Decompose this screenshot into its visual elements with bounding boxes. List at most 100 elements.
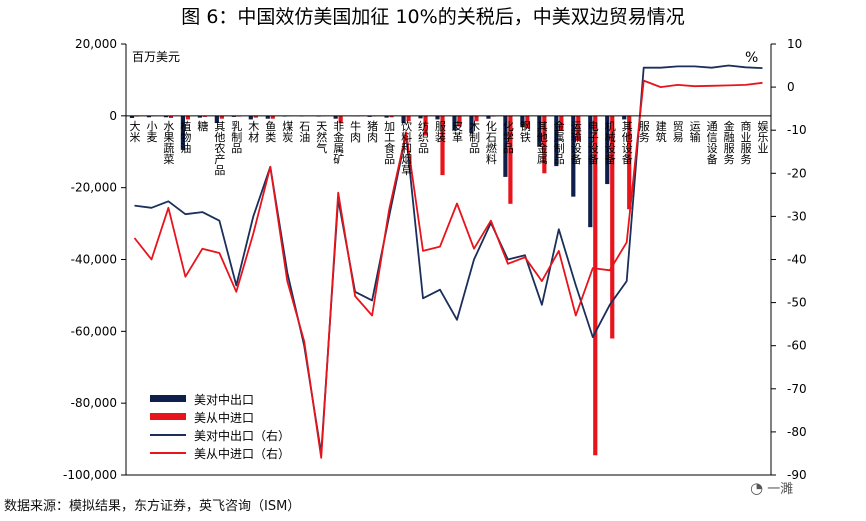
bar-import bbox=[525, 115, 530, 129]
bar-export bbox=[418, 115, 423, 119]
right-tick-label: -60 bbox=[787, 339, 807, 353]
bar-export bbox=[605, 115, 610, 185]
bar-export bbox=[163, 115, 169, 118]
left-tick-label: -40,000 bbox=[71, 253, 117, 267]
left-unit-label: 百万美元 bbox=[132, 50, 180, 64]
bar-export bbox=[197, 115, 202, 118]
bar-import bbox=[559, 115, 564, 131]
category-label: 乳制品 bbox=[231, 120, 242, 155]
left-tick-label: 20,000 bbox=[75, 37, 117, 51]
category-label: 皮革 bbox=[452, 120, 463, 144]
line-export-pct bbox=[134, 64, 763, 455]
chart-title: 图 6：中国效仿美国加征 10%的关税后，中美双边贸易情况 bbox=[181, 6, 685, 28]
watermark: ◔ 一濉 bbox=[750, 478, 793, 497]
category-label: 猪肉 bbox=[367, 120, 378, 144]
category-label: 其他金属 bbox=[537, 120, 548, 166]
left-tick-label: 0 bbox=[109, 109, 117, 123]
bar-import bbox=[474, 115, 479, 122]
bar-import bbox=[406, 115, 411, 122]
bar-import bbox=[440, 115, 445, 176]
category-label: 饮料和烟草 bbox=[401, 120, 412, 177]
category-label: 鱼类 bbox=[265, 119, 276, 144]
bar-export bbox=[146, 115, 152, 118]
bar-export bbox=[503, 115, 508, 177]
bar-import bbox=[610, 115, 615, 339]
right-tick-label: 0 bbox=[787, 80, 795, 94]
data-source-note: 数据来源：模拟结果，东方证券，英飞咨询（ISM） bbox=[4, 499, 301, 514]
bar-export bbox=[486, 115, 491, 119]
category-label: 木材 bbox=[248, 120, 259, 144]
bar-export bbox=[384, 115, 389, 118]
bar-export bbox=[333, 115, 338, 119]
right-tick-label: -80 bbox=[787, 425, 807, 439]
bar-import bbox=[508, 115, 513, 204]
category-label: 运输设备 bbox=[571, 120, 582, 166]
bar-export bbox=[129, 115, 135, 118]
category-label: 化石燃料 bbox=[486, 119, 497, 166]
category-label: 纺织品 bbox=[418, 119, 429, 155]
category-label: 水果蔬菜 bbox=[163, 120, 174, 166]
category-label: 服装 bbox=[435, 120, 446, 144]
bar-export bbox=[588, 115, 593, 228]
category-label: 运输 bbox=[690, 120, 701, 144]
left-tick-label: -60,000 bbox=[71, 324, 117, 338]
category-label: 石油 bbox=[299, 121, 310, 144]
right-tick-label: -20 bbox=[787, 166, 807, 180]
bar-export bbox=[554, 115, 559, 167]
category-label: 其他设备 bbox=[622, 120, 633, 166]
category-label: 服务 bbox=[639, 120, 650, 144]
bar-import bbox=[168, 115, 174, 118]
bar-import bbox=[270, 115, 275, 119]
right-unit-label: % bbox=[745, 50, 758, 66]
category-label: 非金属矿 bbox=[333, 120, 344, 166]
watermark-text: 一濉 bbox=[767, 482, 794, 497]
wechat-icon: ◔ bbox=[750, 479, 764, 497]
right-tick-label: -50 bbox=[787, 296, 807, 310]
right-tick-label: 10 bbox=[787, 37, 802, 51]
category-label: 电子设备 bbox=[588, 120, 599, 166]
category-label: 金属制品 bbox=[554, 119, 565, 166]
category-label: 化学品 bbox=[503, 119, 514, 155]
category-label: 牛肉 bbox=[350, 119, 361, 144]
bar-import bbox=[219, 115, 224, 119]
category-label: 糖 bbox=[197, 119, 208, 133]
line-import-pct bbox=[133, 79, 763, 459]
legend-label: 美从中进口（右） bbox=[194, 446, 290, 461]
bar-export bbox=[214, 115, 219, 124]
legend-label: 美对中出口（右） bbox=[194, 428, 290, 443]
category-label: 小麦 bbox=[147, 120, 158, 144]
category-label: 金融服务 bbox=[724, 119, 735, 166]
bar-export bbox=[401, 115, 406, 124]
category-label: 天然气 bbox=[316, 121, 327, 155]
bar-export bbox=[571, 115, 576, 197]
category-label: 煤炭 bbox=[282, 120, 293, 144]
bar-import bbox=[627, 115, 632, 210]
left-tick-label: -20,000 bbox=[71, 181, 117, 195]
bar-export bbox=[452, 115, 457, 131]
bar-import bbox=[389, 115, 394, 118]
right-tick-label: -40 bbox=[787, 253, 807, 267]
bar-export bbox=[248, 115, 253, 120]
right-tick-label: -70 bbox=[787, 382, 807, 396]
bar-import bbox=[576, 115, 581, 141]
left-tick-label: -100,000 bbox=[63, 468, 117, 482]
category-label: 贸易 bbox=[673, 120, 684, 144]
category-label: 加工食品 bbox=[384, 120, 395, 166]
bar-export bbox=[265, 115, 270, 119]
legend-label: 美从中进口 bbox=[194, 410, 254, 425]
left-tick-label: -80,000 bbox=[71, 396, 117, 410]
category-label: 机械设备 bbox=[605, 119, 616, 166]
category-label: 通信设备 bbox=[707, 120, 718, 166]
bar-import bbox=[457, 115, 462, 127]
category-label: 钢铁 bbox=[520, 120, 531, 144]
bar-export bbox=[231, 115, 236, 117]
bar-export bbox=[537, 115, 542, 147]
bar-import bbox=[542, 115, 547, 174]
bar-import bbox=[593, 115, 598, 456]
bar-export bbox=[180, 115, 186, 150]
category-label: 植物油 bbox=[180, 119, 191, 155]
legend-swatch-bar bbox=[150, 413, 186, 420]
category-label: 木制品 bbox=[469, 120, 480, 155]
bar-import bbox=[338, 115, 343, 124]
